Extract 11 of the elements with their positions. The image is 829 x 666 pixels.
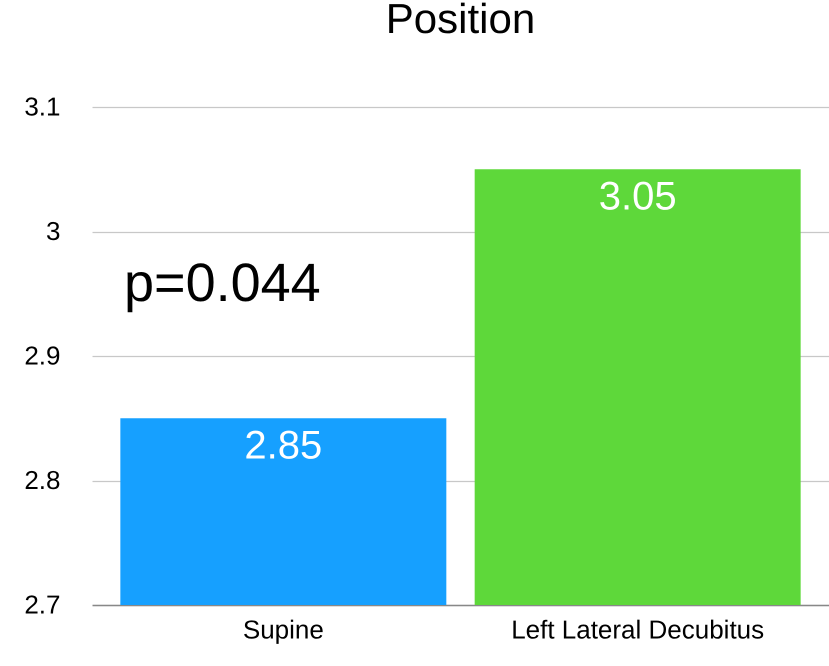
y-tick-label: 2.9 — [24, 340, 60, 370]
x-tick-label: Left Lateral Decubitus — [511, 614, 764, 644]
y-tick-label: 2.7 — [24, 590, 60, 620]
data-label: 3.05 — [598, 174, 677, 218]
y-tick-label: 2.8 — [24, 465, 60, 495]
y-tick-label: 3.1 — [24, 92, 60, 122]
annotation: p=0.044 — [124, 253, 321, 313]
y-tick-label: 3 — [46, 216, 60, 246]
x-tick-label: Supine — [242, 614, 324, 644]
data-label: 2.85 — [244, 423, 322, 468]
chart-title: Position — [386, 0, 536, 42]
